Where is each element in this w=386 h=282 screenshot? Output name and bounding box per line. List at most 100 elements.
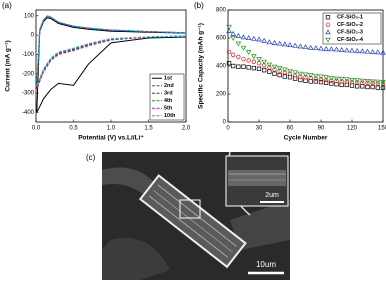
marker bbox=[287, 42, 293, 47]
marker bbox=[276, 40, 283, 46]
x-axis-label: Cycle Number bbox=[284, 135, 328, 142]
marker bbox=[277, 68, 282, 74]
marker bbox=[344, 82, 349, 88]
zoom-box bbox=[179, 199, 201, 219]
marker bbox=[380, 80, 386, 85]
marker bbox=[364, 79, 371, 84]
legend-box bbox=[149, 73, 185, 121]
panel-label: (a) bbox=[2, 1, 12, 10]
marker bbox=[365, 80, 370, 85]
marker bbox=[226, 49, 232, 55]
cv-curve bbox=[36, 15, 187, 87]
marker bbox=[339, 82, 344, 88]
marker bbox=[302, 72, 309, 78]
marker bbox=[235, 33, 242, 38]
marker bbox=[349, 78, 355, 83]
marker bbox=[339, 79, 344, 84]
marker bbox=[369, 49, 376, 54]
marker bbox=[349, 47, 355, 53]
x-tick-label: 2.0 bbox=[182, 126, 191, 132]
marker bbox=[354, 78, 360, 84]
marker bbox=[328, 46, 335, 52]
marker bbox=[251, 54, 257, 60]
y-tick-label: 200 bbox=[216, 92, 227, 98]
marker bbox=[266, 39, 273, 45]
marker bbox=[323, 46, 329, 51]
marker bbox=[240, 45, 247, 51]
marker bbox=[349, 79, 355, 85]
marker bbox=[344, 77, 350, 83]
marker bbox=[375, 81, 380, 86]
marker bbox=[282, 70, 287, 75]
marker bbox=[261, 59, 267, 65]
panel-label: (b) bbox=[194, 1, 204, 10]
marker bbox=[365, 84, 370, 90]
marker bbox=[308, 75, 313, 81]
x-tick-label: 1.0 bbox=[107, 126, 116, 132]
marker bbox=[380, 81, 386, 86]
marker bbox=[226, 24, 232, 30]
marker bbox=[236, 64, 241, 69]
marker bbox=[360, 80, 365, 85]
legend-label: CF-SiO₂-2 bbox=[337, 22, 363, 28]
marker bbox=[251, 59, 256, 64]
x-tick-label: 0 bbox=[226, 126, 230, 132]
legend-label: CF-SiO₂-4 bbox=[337, 37, 364, 43]
marker bbox=[241, 64, 246, 69]
marker bbox=[313, 73, 319, 79]
marker bbox=[287, 71, 293, 76]
marker bbox=[251, 35, 257, 41]
x-tick-label: 150 bbox=[378, 126, 386, 132]
legend-label: 10th bbox=[164, 113, 176, 119]
marker bbox=[266, 62, 273, 68]
x-tick-label: 1.5 bbox=[144, 126, 153, 132]
marker bbox=[256, 36, 262, 42]
marker bbox=[364, 48, 371, 54]
marker bbox=[231, 63, 236, 69]
sem-feature bbox=[230, 200, 290, 250]
marker bbox=[293, 76, 298, 81]
legend-label: 2nd bbox=[164, 83, 174, 89]
sem-image: 2um 10um bbox=[102, 151, 290, 280]
marker bbox=[333, 76, 340, 82]
y-tick-label: -400 bbox=[22, 110, 35, 116]
marker bbox=[307, 44, 314, 50]
y-axis-label: Current (mA g⁻¹) bbox=[5, 40, 12, 91]
x-tick-label: 0.5 bbox=[69, 126, 78, 132]
marker bbox=[246, 65, 251, 70]
marker bbox=[344, 79, 349, 84]
marker bbox=[359, 48, 366, 54]
marker bbox=[267, 65, 272, 70]
marker bbox=[262, 68, 267, 73]
marker bbox=[298, 77, 303, 83]
marker bbox=[313, 79, 318, 84]
panel-label: (c) bbox=[86, 153, 96, 162]
y-axis-label: Specific Capacity (mAh g⁻¹) bbox=[198, 23, 205, 109]
marker bbox=[240, 34, 247, 40]
legend-label: CF-SiO₂-3 bbox=[337, 30, 363, 36]
marker bbox=[276, 66, 283, 71]
marker bbox=[236, 54, 241, 60]
x-tick-label: 90 bbox=[318, 126, 325, 132]
marker bbox=[318, 45, 324, 51]
marker bbox=[271, 64, 278, 70]
legend-label: 1st bbox=[164, 76, 172, 82]
cv-curve bbox=[36, 16, 187, 90]
marker bbox=[370, 84, 375, 90]
marker bbox=[375, 79, 381, 85]
inset-rod bbox=[228, 170, 286, 186]
marker bbox=[298, 74, 303, 79]
marker bbox=[303, 75, 308, 80]
rod-texture bbox=[153, 190, 233, 253]
marker bbox=[325, 15, 331, 20]
y-tick-label: 0 bbox=[223, 120, 227, 126]
marker bbox=[329, 81, 334, 86]
marker bbox=[318, 77, 324, 82]
marker bbox=[307, 73, 314, 78]
y-tick-label: -200 bbox=[22, 71, 35, 77]
x-axis-label: Potential (V) vs.Li/Li⁺ bbox=[78, 135, 144, 142]
marker bbox=[297, 71, 304, 77]
x-tick-label: 60 bbox=[287, 126, 294, 132]
marker bbox=[334, 82, 339, 87]
marker bbox=[267, 69, 272, 74]
